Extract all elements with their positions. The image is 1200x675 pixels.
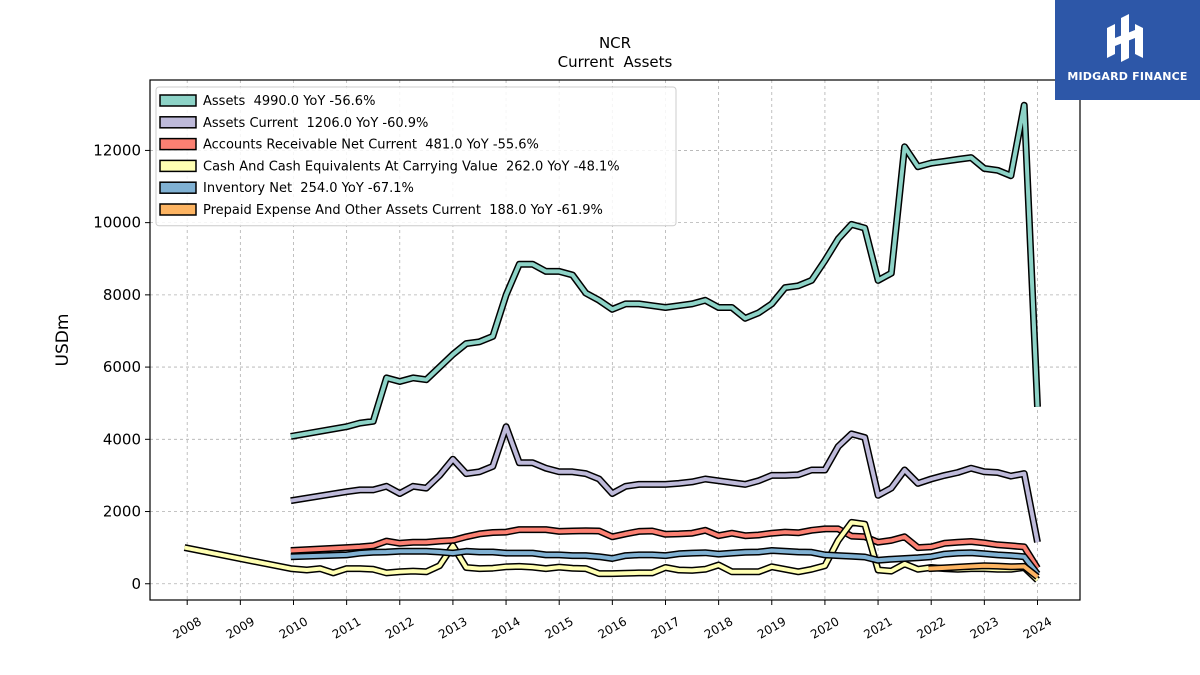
brand-logo: MIDGARD FINANCE — [1055, 0, 1200, 100]
legend-swatch — [159, 94, 197, 107]
series-line — [290, 103, 1040, 439]
x-tick-label: 2013 — [436, 614, 469, 641]
legend-box — [155, 86, 677, 227]
y-tick-label: 2000 — [103, 503, 141, 521]
legend-entry: Inventory Net 254.0 YoY -67.1% — [203, 181, 414, 196]
legend: Assets 4990.0 YoY -56.6% Assets Current 1… — [155, 86, 677, 227]
legend-entry: Assets 4990.0 YoY -56.6% — [203, 94, 375, 109]
legend-entry: Assets Current 1206.0 YoY -60.9% — [203, 116, 428, 131]
y-tick-label: 0 — [131, 575, 141, 593]
x-tick-label: 2017 — [649, 614, 682, 641]
legend-entry: Cash And Cash Equivalents At Carrying Va… — [203, 159, 620, 174]
brand-mark-icon — [1107, 14, 1143, 62]
x-tick-label: 2020 — [808, 614, 841, 641]
x-tick-label: 2014 — [489, 614, 522, 641]
x-tick-label: 2012 — [383, 614, 416, 641]
x-tick-label: 2008 — [170, 614, 203, 641]
legend-swatch — [159, 137, 197, 151]
series-line — [184, 520, 1039, 582]
x-tick-label: 2011 — [330, 614, 363, 641]
series-line — [290, 548, 1040, 576]
series-line — [290, 526, 1040, 570]
x-tick-label: 2024 — [1021, 614, 1054, 641]
chart-subtitle: Current Assets — [558, 53, 673, 71]
x-tick-label: 2016 — [596, 614, 629, 641]
x-tick-label: 2023 — [968, 614, 1001, 641]
legend-swatch — [159, 159, 197, 173]
series-layer — [183, 101, 1041, 583]
legend-swatch — [159, 181, 197, 194]
y-tick-label: 12000 — [93, 141, 141, 159]
x-tick-label: 2009 — [224, 614, 257, 641]
legend-entry: Prepaid Expense And Other Assets Current… — [203, 203, 603, 218]
series-line — [928, 563, 1039, 579]
series-line — [290, 424, 1040, 543]
x-tick-label: 2018 — [702, 614, 735, 641]
x-tick-label: 2022 — [914, 614, 947, 641]
y-tick-label: 8000 — [103, 286, 141, 304]
y-axis-label: USDm — [53, 314, 73, 367]
brand-name: MIDGARD FINANCE — [1067, 70, 1188, 83]
legend-swatch — [159, 116, 197, 129]
y-tick-label: 10000 — [93, 214, 141, 232]
y-tick-label: 4000 — [103, 430, 141, 448]
chart-title: NCR — [599, 34, 631, 52]
legend-entry: Accounts Receivable Net Current 481.0 Yo… — [203, 138, 539, 153]
plot-frame — [149, 79, 1081, 601]
x-tick-label: 2010 — [277, 614, 310, 641]
x-tick-label: 2021 — [861, 614, 894, 641]
y-tick-label: 6000 — [103, 358, 141, 376]
legend-swatch — [159, 203, 197, 216]
x-tick-label: 2015 — [542, 614, 575, 641]
x-tick-label: 2019 — [755, 614, 788, 641]
